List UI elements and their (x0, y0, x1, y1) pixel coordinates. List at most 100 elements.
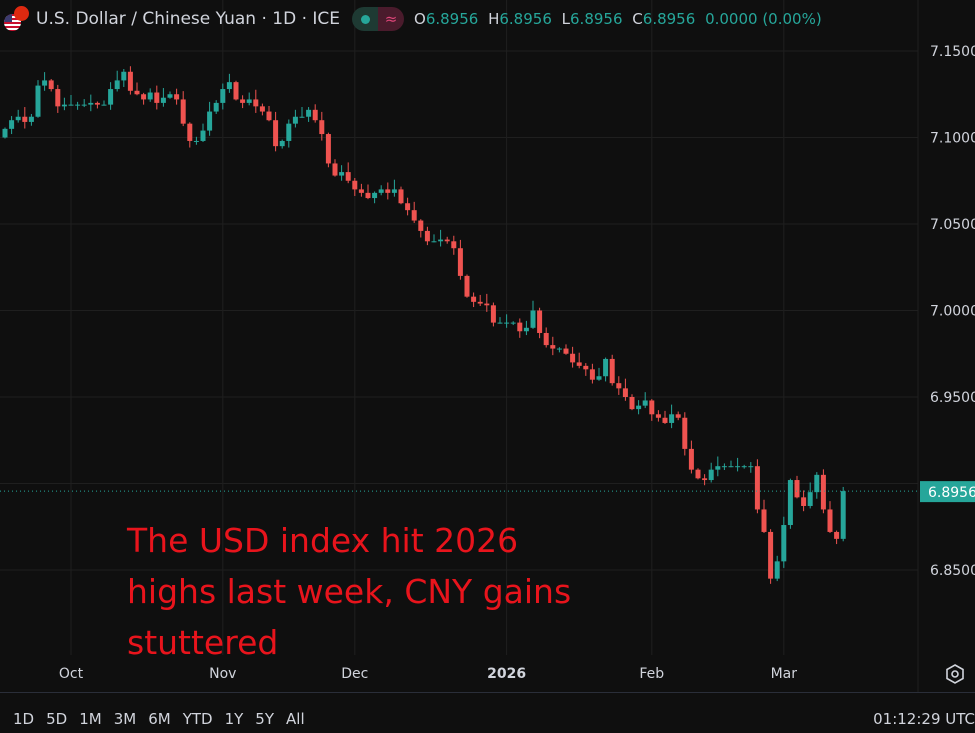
annotation-text: The USD index hit 2026 highs last week, … (127, 521, 572, 662)
candle-body (88, 102, 94, 105)
candle-body (352, 180, 358, 190)
candle-body (385, 189, 391, 193)
candle-body (174, 94, 180, 100)
candle-body (754, 466, 760, 510)
candle-body (48, 80, 54, 90)
candle-body (768, 531, 774, 579)
candle-body (708, 469, 714, 481)
candle-body (22, 116, 28, 122)
candle-body (622, 388, 628, 397)
candle-body (108, 89, 114, 105)
candle-body (15, 116, 21, 121)
candle-body (649, 400, 655, 415)
candle-body (28, 116, 34, 122)
candle-body (629, 397, 635, 410)
candle-body (411, 210, 417, 221)
range-1d[interactable]: 1D (13, 710, 35, 728)
range-all[interactable]: All (286, 710, 305, 728)
symbol-title[interactable]: U.S. Dollar / Chinese Yuan · 1D · ICE (36, 9, 340, 29)
price-axis: 7.1500 7.1000 7.0500 7.0000 6.9500 6.8500 6.89… (920, 44, 975, 579)
candle-body (306, 109, 312, 117)
candle-body (233, 82, 239, 100)
y-tick-label: 7.0500 (930, 217, 975, 233)
candle-body (510, 322, 516, 324)
candle-body (365, 192, 371, 199)
candle-body (61, 104, 67, 107)
candle-body (444, 239, 450, 242)
candle-body (160, 97, 166, 103)
market-open-dot-icon (352, 7, 378, 31)
candle-body (180, 99, 186, 124)
range-5d[interactable]: 5D (46, 710, 68, 728)
candle-body (55, 89, 61, 107)
candle-body (42, 80, 48, 86)
candle-body (669, 414, 675, 423)
candle-body (814, 474, 820, 493)
change-value: 0.0000 (0.00%) (705, 10, 822, 28)
candle-body (820, 474, 826, 510)
candle-body (787, 480, 793, 526)
candle-body (834, 531, 840, 539)
y-tick-label: 6.9500 (930, 390, 975, 406)
candles (0, 66, 918, 584)
last-price-label: 6.8956 (928, 485, 975, 501)
gear-icon[interactable] (945, 664, 965, 684)
candle-body (279, 140, 285, 147)
candle-body (655, 414, 661, 418)
candle-body (418, 220, 424, 231)
candle-body (391, 189, 397, 193)
symbol-legend: U.S. Dollar / Chinese Yuan · 1D · ICE ≈ … (4, 6, 827, 32)
status-pill[interactable]: ≈ (352, 7, 404, 31)
candle-body (200, 130, 206, 141)
range-3m[interactable]: 3M (113, 710, 137, 728)
candle-body (378, 189, 384, 193)
range-5y[interactable]: 5Y (255, 710, 275, 728)
candle-body (220, 89, 226, 103)
candle-body (840, 491, 846, 539)
currency-flags-icon (4, 6, 30, 32)
candle-body (372, 192, 378, 199)
candle-body (781, 525, 787, 562)
candle-body (490, 305, 496, 323)
candle-body (675, 414, 681, 418)
range-6m[interactable]: 6M (148, 710, 171, 728)
range-1y[interactable]: 1Y (224, 710, 244, 728)
candle-body (583, 365, 589, 370)
candle-body (497, 322, 503, 324)
candle-body (662, 417, 668, 423)
candle-body (332, 163, 338, 176)
candle-body (207, 111, 213, 131)
candle-body (187, 123, 193, 141)
candle-body (596, 376, 602, 380)
candle-body (358, 189, 364, 193)
y-tick-label: 7.1500 (930, 44, 975, 60)
candle-body (550, 345, 556, 349)
candle-body (807, 492, 813, 506)
candle-body (563, 348, 569, 354)
candle-body (114, 80, 120, 90)
candle-body (721, 466, 727, 468)
candle-body (405, 203, 411, 211)
candle-body (240, 99, 246, 103)
candle-body (424, 230, 430, 242)
candle-body (121, 71, 127, 81)
clock[interactable]: 01:12:29 UTC (873, 710, 975, 728)
price-chart[interactable]: 7.1500 7.1000 7.0500 7.0000 6.9500 6.8500 6.89… (0, 0, 975, 692)
candle-body (101, 104, 107, 106)
approx-icon: ≈ (378, 7, 404, 31)
candle-body (127, 71, 133, 91)
candle-body (253, 99, 259, 107)
candle-body (319, 120, 325, 135)
candle-body (35, 85, 41, 117)
range-1m[interactable]: 1M (79, 710, 102, 728)
range-ytd[interactable]: YTD (182, 710, 213, 728)
x-tick-label: Mar (771, 666, 798, 682)
y-tick-label: 7.0000 (930, 304, 975, 320)
candle-body (715, 466, 721, 470)
candle-body (616, 383, 622, 389)
candle-body (603, 358, 609, 377)
candle-body (457, 248, 463, 276)
candle-body (702, 478, 708, 481)
candle-body (609, 358, 615, 384)
candle-body (9, 120, 15, 129)
